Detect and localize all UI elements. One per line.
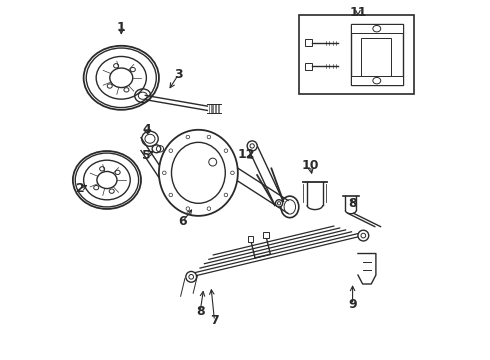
- Bar: [299, 15, 414, 94]
- Bar: [361, 39, 392, 76]
- Text: 10: 10: [301, 159, 319, 172]
- Bar: [263, 232, 269, 238]
- Text: 8: 8: [196, 305, 204, 318]
- Ellipse shape: [247, 141, 257, 151]
- Text: 1: 1: [117, 21, 125, 34]
- Text: 6: 6: [178, 215, 187, 229]
- Ellipse shape: [373, 26, 381, 32]
- Text: 11: 11: [349, 6, 367, 19]
- Bar: [351, 24, 403, 33]
- Text: 3: 3: [174, 68, 183, 81]
- Ellipse shape: [358, 230, 368, 241]
- Text: 12: 12: [238, 148, 256, 161]
- Bar: [247, 236, 253, 242]
- Bar: [351, 76, 403, 85]
- Ellipse shape: [275, 200, 283, 207]
- Bar: [305, 63, 312, 70]
- Text: 7: 7: [210, 314, 219, 328]
- Bar: [351, 24, 403, 85]
- Ellipse shape: [373, 77, 381, 84]
- Text: 5: 5: [142, 149, 151, 162]
- Bar: [305, 39, 312, 46]
- Text: 4: 4: [142, 123, 151, 136]
- Text: 2: 2: [75, 183, 84, 195]
- Text: 8: 8: [348, 197, 357, 210]
- Text: 9: 9: [348, 298, 357, 311]
- Ellipse shape: [186, 271, 196, 282]
